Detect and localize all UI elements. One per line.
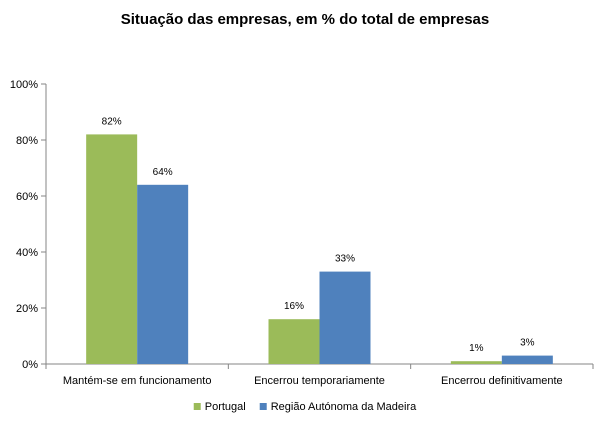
chart-title: Situação das empresas, em % do total de … (121, 11, 489, 28)
axes: 0% 20% 40% 60% 80% 100% Mantém-se em funcionam… (10, 79, 594, 387)
legend-label: Portugal (205, 401, 246, 413)
legend-label: Região Autónoma da Madeira (271, 401, 417, 413)
data-label: 3% (520, 338, 535, 349)
bar-regi-o-aut-noma-da-madeira-2 (501, 355, 553, 364)
bar-regi-o-aut-noma-da-madeira-0 (137, 184, 189, 364)
data-label: 16% (284, 301, 304, 312)
data-label: 82% (102, 116, 122, 127)
data-label: 33% (335, 254, 355, 265)
data-labels: 82% 64% 16% 33% 1% 3% (102, 116, 535, 354)
bars (86, 134, 553, 364)
y-tick-label: 40% (16, 247, 38, 259)
x-category-label: Mantém-se em funcionamento (63, 375, 212, 387)
legend-swatch (193, 403, 201, 410)
data-label: 1% (469, 343, 484, 354)
data-label: 64% (153, 167, 173, 178)
y-tick-label: 20% (16, 303, 38, 315)
bar-portugal-1 (268, 319, 320, 364)
bar-regi-o-aut-noma-da-madeira-1 (319, 271, 371, 364)
legend-swatch (259, 403, 267, 410)
bar-portugal-0 (86, 134, 138, 364)
y-tick-label: 60% (16, 191, 38, 203)
x-category-label: Encerrou definitivamente (441, 375, 563, 387)
y-tick-label: 80% (16, 135, 38, 147)
bar-portugal-2 (450, 361, 502, 364)
legend: Portugal Região Autónoma da Madeira (193, 401, 417, 413)
x-category-label: Encerrou temporariamente (254, 375, 385, 387)
y-tick-label: 100% (10, 79, 38, 91)
y-tick-label: 0% (22, 359, 38, 371)
